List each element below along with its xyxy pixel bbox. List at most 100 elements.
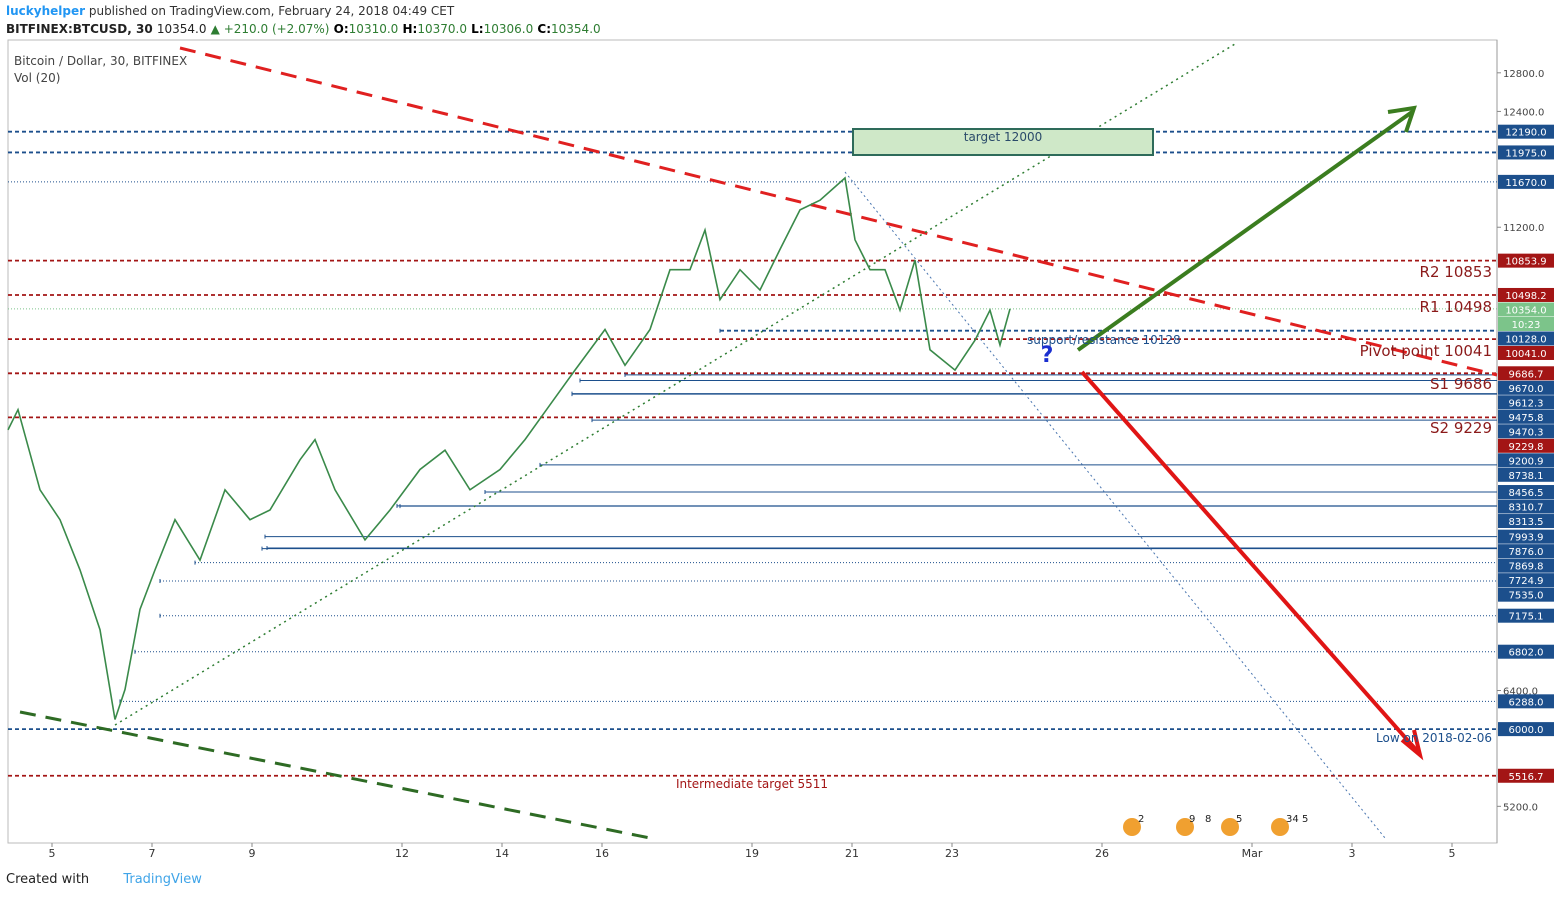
arrow-head [1387, 105, 1417, 133]
event-icon[interactable] [1123, 818, 1141, 836]
price-label-bg [1498, 644, 1554, 659]
price-label-text: 7869.8 [1509, 562, 1544, 573]
price-label-bg [1498, 124, 1554, 139]
brand[interactable]: TradingView [123, 872, 202, 887]
arrow-up [1076, 110, 1414, 352]
price-label-text: 8313.5 [1509, 517, 1544, 528]
price-label-bg [1498, 722, 1554, 737]
x-tick-label: 16 [595, 847, 609, 860]
annotation: R1 10498 [1420, 298, 1492, 316]
price-label: 5516.7 [1498, 768, 1554, 783]
price-label: 10:23 [1498, 316, 1554, 331]
event-icon[interactable] [1221, 818, 1239, 836]
price-label: 7724.9 [1498, 573, 1554, 588]
y-tick-label: 5200.0 [1503, 802, 1538, 813]
price-label-bg [1498, 694, 1554, 709]
price-label-text: 6802.0 [1509, 648, 1544, 659]
price-label-bg [1498, 345, 1554, 360]
annotation: ? [1041, 343, 1054, 368]
price-label: 8456.5 [1498, 485, 1554, 500]
price-label-bg [1498, 608, 1554, 623]
trend-line [19, 710, 651, 840]
low: 10306.0 [483, 22, 534, 36]
x-tick-label: 12 [395, 847, 409, 860]
created: Created with [6, 872, 90, 887]
price-label-text: 7876.0 [1509, 547, 1544, 558]
annotation: Intermediate target 5511 [676, 777, 828, 791]
event-count: 9 [1189, 814, 1195, 825]
drawings [19, 43, 1498, 840]
c-label: C: [537, 22, 552, 36]
annotations: target 12000 R2 10853 R1 10498 Pivot poi… [676, 130, 1492, 791]
price-label: 7876.0 [1498, 544, 1554, 559]
price-label-text: 8456.5 [1509, 488, 1544, 499]
price-label: 8310.7 [1498, 499, 1554, 514]
y-tick-label: 6400.0 [1503, 687, 1538, 698]
annotation: Low on 2018-02-06 [1376, 731, 1492, 745]
event-count: 5 [1302, 814, 1308, 825]
price-label: 12190.0 [1498, 124, 1554, 139]
price-label-text: 7724.9 [1509, 576, 1544, 587]
event-count: 8 [1205, 814, 1211, 825]
event-icon[interactable] [1271, 818, 1289, 836]
price-label-bg [1498, 331, 1554, 346]
o-label: O: [333, 22, 349, 36]
x-tick-label: 7 [149, 847, 156, 860]
price-label-text: 7175.1 [1509, 612, 1544, 623]
price-label-text: 9475.8 [1509, 413, 1544, 424]
x-tick-label: 21 [845, 847, 859, 860]
x-tick-label: 3 [1349, 847, 1356, 860]
annotation: support/resistance 10128 [1027, 333, 1181, 347]
author[interactable]: luckyhelper [6, 4, 86, 18]
x-tick-label: 5 [1449, 847, 1456, 860]
price-label-bg [1498, 768, 1554, 783]
x-tick-label: 23 [945, 847, 959, 860]
price-line [7, 176, 1011, 720]
price-label-bg [1498, 573, 1554, 588]
price-label-bg [1498, 438, 1554, 453]
price-label-bg [1498, 453, 1554, 468]
close: 10354.0 [551, 22, 601, 36]
price-label: 6000.0 [1498, 722, 1554, 737]
event-icon[interactable] [1176, 818, 1194, 836]
l-label: L: [471, 22, 484, 36]
chart-title: Bitcoin / Dollar, 30, BITFINEX [14, 54, 187, 68]
series [7, 176, 1011, 720]
price-label-bg [1498, 424, 1554, 439]
y-tick-label: 12800.0 [1503, 69, 1544, 80]
high: 10370.0 [417, 22, 467, 36]
price-label-bg [1498, 467, 1554, 482]
events: 2 9 8 5 34 5 [1123, 814, 1308, 836]
price-label-bg [1498, 485, 1554, 500]
trend-line [114, 43, 1236, 726]
h-label: H: [402, 22, 418, 36]
price-label-text: 10498.2 [1505, 291, 1546, 302]
price-label-text: 10128.0 [1505, 334, 1546, 345]
price-label: 7993.9 [1498, 529, 1554, 544]
price-label: 6802.0 [1498, 644, 1554, 659]
price-label-bg [1498, 587, 1554, 602]
price-label-text: 11975.0 [1505, 148, 1546, 159]
levels [8, 130, 1497, 777]
y-tick-label: 12400.0 [1503, 107, 1544, 118]
trend-line [844, 171, 1386, 839]
axes: 5 7 9 12 14 16 19 21 23 26 Mar 3 5 12800.0 12400.0 1120… [49, 69, 1554, 860]
symbol-line: BITFINEX:BTCUSD, 30 10354.0 ▲ +210.0 (+2… [6, 22, 601, 36]
price-label-bg [1498, 529, 1554, 544]
price-label-text: 9612.3 [1509, 398, 1544, 409]
price-label-bg [1498, 287, 1554, 302]
price-label-bg [1498, 145, 1554, 160]
arrow-head [1400, 729, 1424, 761]
last: 10354.0 [156, 22, 207, 36]
price-label-bg [1498, 366, 1554, 381]
price-label-text: 11670.0 [1505, 178, 1546, 189]
event-count: 2 [1138, 814, 1144, 825]
price-label-text: 7993.9 [1509, 533, 1544, 544]
change: ▲ +210.0 (+2.07%) [210, 22, 330, 36]
price-label-bg [1498, 253, 1554, 268]
price-label: 10853.9 [1498, 253, 1554, 268]
price-label-text: 7535.0 [1509, 591, 1544, 602]
event-count: 34 [1286, 814, 1299, 825]
publish-line: luckyhelper published on TradingView.com… [6, 4, 454, 18]
